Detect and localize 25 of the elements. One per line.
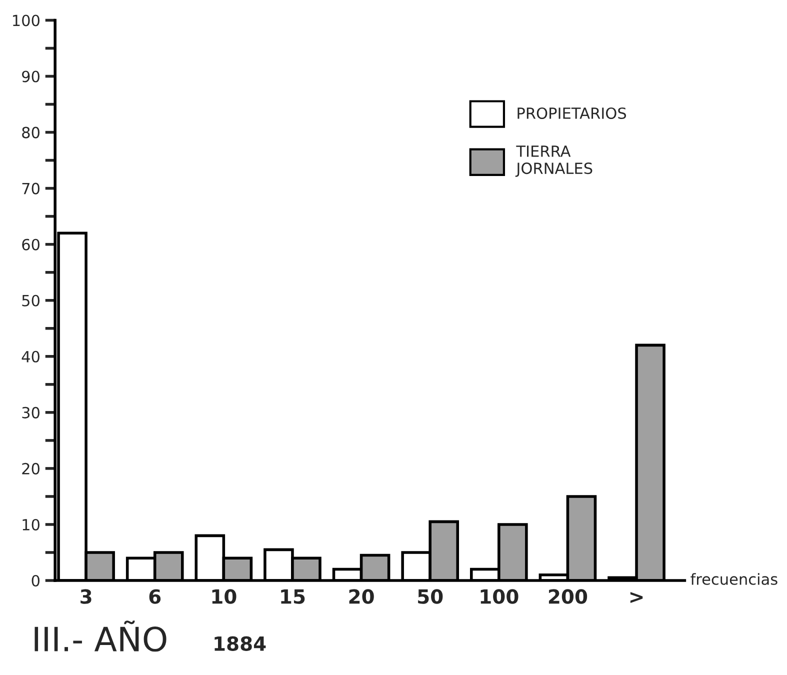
legend-label: TIERRA JORNALES [515, 146, 592, 177]
x-tick-label: 200 [548, 589, 588, 604]
y-tick-label: 90 [22, 70, 40, 82]
x-tick-label: 3 [80, 589, 92, 604]
x-tick-label: 100 [480, 589, 518, 604]
y-tick-label: 10 [22, 518, 40, 530]
text: 1884 [214, 636, 266, 651]
x-tick-label: 15 [281, 589, 305, 604]
y-tick-label: 80 [22, 126, 40, 138]
x-axis-title: frecuencias [690, 573, 778, 585]
x-tick-label: 20 [349, 589, 374, 604]
x-tick-label: 6 [149, 589, 161, 604]
y-tick-label: 50 [22, 294, 40, 306]
y-tick-label: 20 [22, 462, 40, 474]
y-tick-label: 40 [22, 350, 40, 362]
legend-label: PROPIETARIOS [518, 107, 626, 120]
x-tick-label: > [630, 592, 643, 604]
y-tick-label: 0 [32, 574, 40, 587]
text: III.- AÑO [34, 620, 166, 652]
x-tick-label: 50 [418, 589, 443, 604]
y-tick-label: 30 [22, 406, 40, 418]
x-tick-label: 10 [212, 589, 236, 604]
y-tick-label: 100 [13, 14, 40, 26]
y-tick-label: 60 [22, 238, 40, 250]
y-tick-label: 70 [22, 182, 40, 194]
